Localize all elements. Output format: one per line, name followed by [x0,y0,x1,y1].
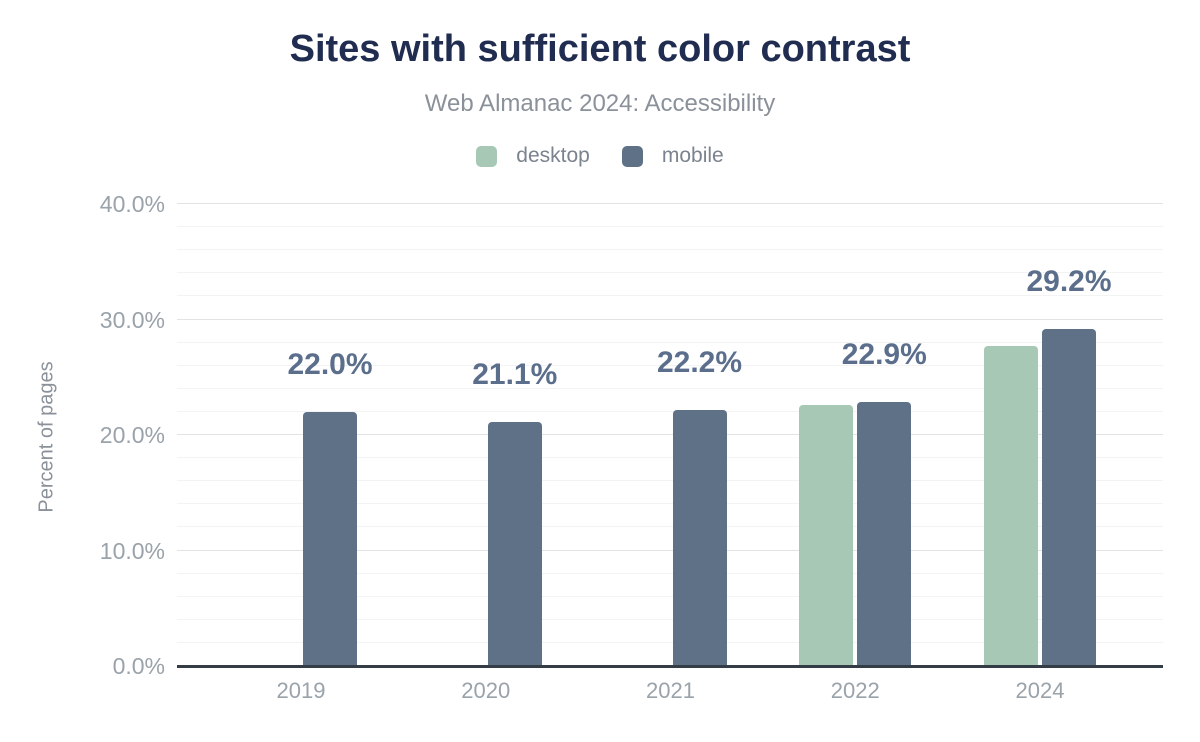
chart-title: Sites with sufficient color contrast [289,28,911,70]
minor-gridline-2 [177,641,1163,643]
x-tick-label-2024: 2024 [1015,678,1065,703]
minor-gridline-38 [177,226,1163,228]
minor-gridline-16 [177,480,1163,482]
bar-value-label-2019: 22.0% [287,347,373,381]
mobile-bar-2021[interactable] [672,409,727,666]
bar-value-label-2021: 22.2% [656,345,743,379]
major-gridline-30 [177,318,1163,320]
legend-item-desktop: desktop [476,144,590,168]
plot-area: 22.0% 21.1% 22.2% 22.9% 29.2% [177,203,1163,668]
legend: desktop mobile [0,144,1200,168]
minor-gridline-26 [177,364,1163,366]
desktop-bar-2024[interactable] [984,346,1038,666]
legend-label: mobile [661,144,724,167]
minor-gridline-22 [177,410,1163,412]
y-tick-label-20: 20.0% [99,422,165,448]
mobile-bar-2022[interactable] [857,401,912,666]
bar-slot-desktop-2022 [799,204,854,666]
x-tick-label-2020: 2020 [461,678,511,703]
minor-gridline-34 [177,272,1163,274]
legend-label: desktop [516,144,590,167]
minor-gridline-36 [177,249,1163,251]
bar-group-2019: 22.0% [211,204,391,666]
minor-gridline-8 [177,572,1163,574]
bar-value-label-2020: 21.1% [472,358,558,392]
bar-value-label-2022: 22.9% [841,337,927,371]
minor-gridline-4 [177,618,1163,620]
bar-group-2022: 22.9% [765,204,945,666]
x-tick-label-2019: 2019 [276,678,326,703]
major-gridline-40 [177,203,1163,204]
y-tick-label-10: 10.0% [99,537,165,564]
minor-gridline-12 [177,526,1163,528]
bar-slot-mobile-2021: 22.2% [657,204,742,666]
bar-group-2020: 21.1% [396,204,576,666]
legend-item-mobile: mobile [621,144,724,168]
bar-slot-desktop-2024 [984,204,1038,666]
bar-value-label-2024: 29.2% [1026,264,1112,298]
x-tick-label-2022: 2022 [830,678,880,703]
bar-slot-desktop-2021 [615,204,669,666]
y-tick-label-40: 40.0% [99,191,165,217]
minor-gridline-28 [177,341,1163,343]
bar-slot-mobile-2019: 22.0% [287,204,373,666]
chart-subtitle: Web Almanac 2024: Accessibility [424,90,776,117]
bar-slot-mobile-2020: 21.1% [472,204,557,666]
minor-gridline-32 [177,295,1163,297]
major-gridline-10 [177,549,1163,551]
y-tick-label-0: 0.0% [112,653,165,679]
minor-gridline-14 [177,503,1163,505]
desktop-legend-swatch-icon [476,145,498,167]
bar-slot-desktop-2020 [430,204,484,666]
bar-slot-mobile-2022: 22.9% [842,204,927,666]
minor-gridline-6 [177,595,1163,597]
desktop-bar-2022[interactable] [799,404,854,666]
y-tick-label-30: 30.0% [99,306,165,333]
mobile-bar-2020[interactable] [487,422,542,666]
mobile-legend-swatch-icon [621,145,643,167]
mobile-bar-2019[interactable] [303,411,357,666]
bar-slot-mobile-2024: 29.2% [1026,204,1112,666]
x-tick-label-2021: 2021 [646,678,695,703]
bar-group-2021: 22.2% [581,204,761,666]
x-axis-line [177,665,1163,668]
mobile-bar-2024[interactable] [1042,328,1096,666]
bar-group-2024: 29.2% [950,204,1130,666]
minor-gridline-18 [177,457,1163,459]
major-gridline-20 [177,434,1163,435]
minor-gridline-24 [177,387,1163,389]
bar-slot-desktop-2019 [245,204,299,666]
